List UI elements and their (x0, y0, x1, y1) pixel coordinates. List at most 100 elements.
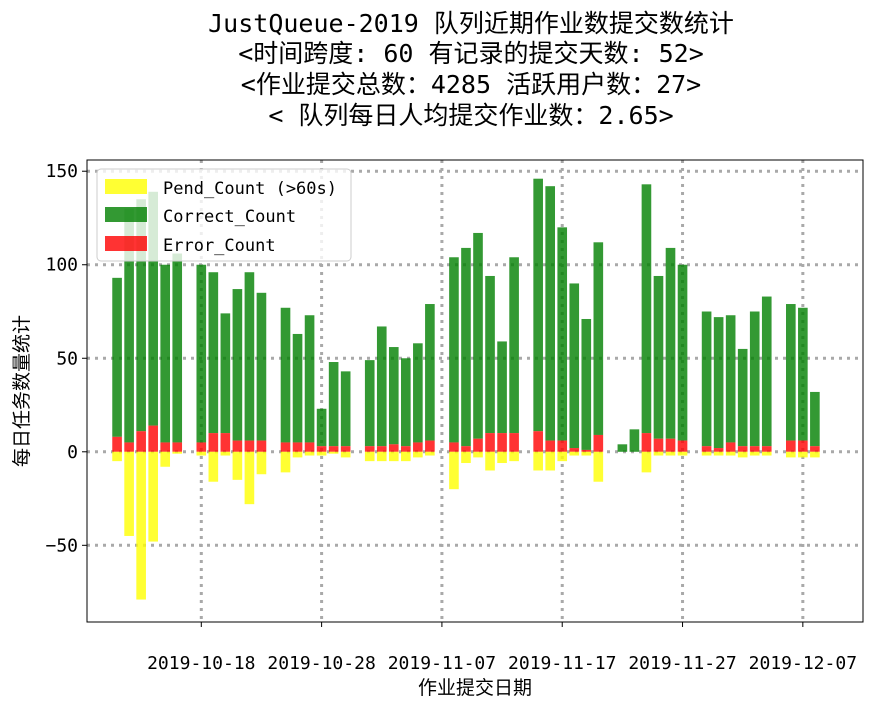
bar-error (569, 448, 580, 452)
bar-pend (509, 451, 519, 462)
x-tick-label: 2019-11-17 (508, 653, 616, 674)
bar-pend (701, 451, 712, 456)
bar-pend (425, 451, 435, 456)
bar-pend (148, 451, 158, 542)
bar-error (533, 431, 543, 452)
bar-error (798, 440, 808, 452)
bar-pend (786, 451, 796, 458)
bar-correct (798, 307, 808, 441)
bar-pend (220, 451, 231, 456)
bar-pend (677, 451, 688, 456)
bar-pend (533, 451, 543, 471)
bar-correct (569, 283, 580, 449)
bar-correct (761, 296, 772, 447)
bar-pend (593, 451, 604, 482)
bar-correct (737, 348, 748, 447)
bar-correct (509, 257, 519, 434)
bar-error (220, 433, 231, 452)
title-line-2: <时间跨度: 60 有记录的提交天数: 52> (238, 39, 704, 68)
bar-error (328, 446, 339, 452)
bar-correct (557, 227, 568, 441)
bar-correct (497, 341, 507, 434)
bar-correct (328, 362, 339, 447)
bar-pend (725, 451, 736, 456)
bar-error (256, 440, 267, 452)
bar-correct (581, 318, 592, 450)
bar-correct (148, 191, 158, 426)
bar-correct (160, 264, 171, 443)
bar-correct (485, 275, 495, 434)
bar-correct (172, 253, 183, 443)
title-line-1: JustQueue-2019 队列近期作业数提交数统计 (208, 9, 734, 38)
y-tick-label: 0 (67, 442, 78, 463)
legend: Pend_Count (>60s) Correct_Count Error_Co… (96, 168, 352, 262)
bar-error (581, 449, 592, 452)
bar-error (160, 442, 171, 452)
bar-error (485, 433, 495, 452)
bar-error (413, 442, 423, 452)
y-tick-label: 50 (56, 348, 78, 369)
y-tick-label: 150 (45, 161, 78, 182)
bar-correct (461, 247, 471, 447)
bars (112, 178, 820, 600)
bar-error (593, 434, 604, 452)
bar-pend (196, 451, 207, 456)
bar-correct (425, 304, 435, 441)
x-tick-label: 2019-11-07 (388, 653, 496, 674)
bar-correct (112, 277, 122, 437)
bar-error (376, 446, 387, 452)
bar-pend (557, 451, 568, 462)
x-tick-label: 2019-10-18 (147, 653, 255, 674)
bar-pend (304, 451, 315, 456)
bar-pend (569, 451, 580, 456)
bar-correct (749, 311, 760, 447)
bar-error (641, 433, 652, 452)
bar-error (148, 425, 158, 452)
bar-pend (810, 451, 820, 458)
bar-pend (749, 451, 760, 456)
bar-pend (473, 451, 483, 458)
bar-correct (629, 429, 640, 452)
bar-pend (292, 451, 303, 458)
bar-correct (208, 272, 219, 434)
y-tick-label: −50 (45, 535, 78, 556)
ticks: −50 0 50 100 150 2019-10-18 2019-10-28 2019-11-… (45, 161, 857, 674)
title-line-3: <作业提交总数：4285 活跃用户数：27> (241, 70, 701, 99)
bar-error (136, 431, 146, 452)
legend-swatch-correct (105, 207, 147, 222)
bar-error (449, 442, 459, 452)
bar-error (316, 446, 327, 452)
bar-pend (256, 451, 267, 475)
bar-correct (220, 313, 231, 434)
bar-pend (461, 451, 471, 464)
bar-correct (256, 292, 267, 441)
bar-correct (401, 358, 411, 447)
bar-pend (798, 451, 808, 458)
bar-pend (160, 451, 171, 467)
bar-correct (316, 408, 327, 447)
y-tick-label: 100 (45, 255, 78, 276)
bar-correct (533, 178, 543, 432)
bar-error (665, 438, 676, 452)
bar-error (509, 433, 519, 452)
legend-label-error: Error_Count (163, 236, 276, 256)
bar-pend (208, 451, 219, 482)
bar-error (653, 438, 664, 452)
bar-error (497, 433, 507, 452)
bar-pend (244, 451, 255, 505)
bar-pend (388, 451, 399, 462)
bar-error (172, 442, 183, 452)
bar-error (244, 440, 255, 452)
bar-correct (593, 242, 604, 435)
bar-correct (617, 444, 628, 452)
bar-error (461, 446, 471, 452)
bar-correct (280, 307, 291, 443)
chart-title: JustQueue-2019 队列近期作业数提交数统计 <时间跨度: 60 有记… (208, 9, 734, 130)
bar-correct (244, 272, 255, 441)
bar-pend (737, 451, 748, 458)
bar-correct (124, 208, 134, 443)
bar-error (280, 442, 291, 452)
bar-correct (413, 343, 423, 443)
bar-pend (364, 451, 375, 462)
